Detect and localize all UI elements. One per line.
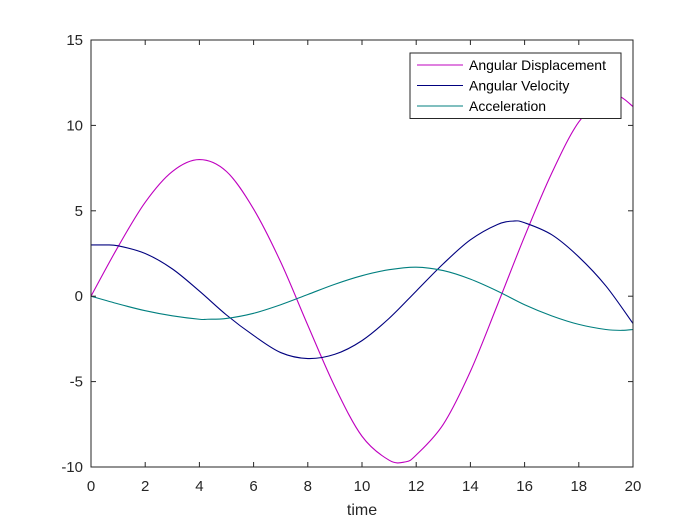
series-line-angular-velocity [91,220,633,360]
series-line-angular-displacement [91,94,633,464]
x-tick-label: 18 [570,478,587,495]
series-layer [91,94,633,464]
x-tick-label: 16 [516,478,533,495]
axes-layer: 0 2 4 6 8 10 12 14 16 18 20 -10 -5 0 5 10 15 [61,32,641,495]
legend-label-acceleration: Acceleration [469,98,546,114]
x-tick-label: 10 [354,478,371,495]
y-tick-label: -5 [70,374,83,391]
x-tick-label: 14 [462,478,479,495]
y-tick-label: -10 [61,459,83,476]
x-tick-label: 0 [87,478,95,495]
x-tick-label: 4 [195,478,203,495]
legend-label-angular-displacement: Angular Displacement [469,57,606,73]
y-tick-label: 5 [75,203,83,220]
legend: Angular Displacement Angular Velocity Acce… [409,52,622,119]
x-tick-label: 20 [625,478,642,495]
x-tick-label: 12 [408,478,425,495]
x-tick-label: 6 [249,478,257,495]
x-axis-label: time [347,502,377,519]
y-tick-label: 15 [66,32,83,49]
x-tick-label: 8 [304,478,312,495]
legend-label-angular-velocity: Angular Velocity [469,78,569,94]
series-line-acceleration [91,266,633,331]
y-tick-label: 10 [66,117,83,134]
y-tick-label: 0 [75,288,83,305]
x-tick-label: 2 [141,478,149,495]
